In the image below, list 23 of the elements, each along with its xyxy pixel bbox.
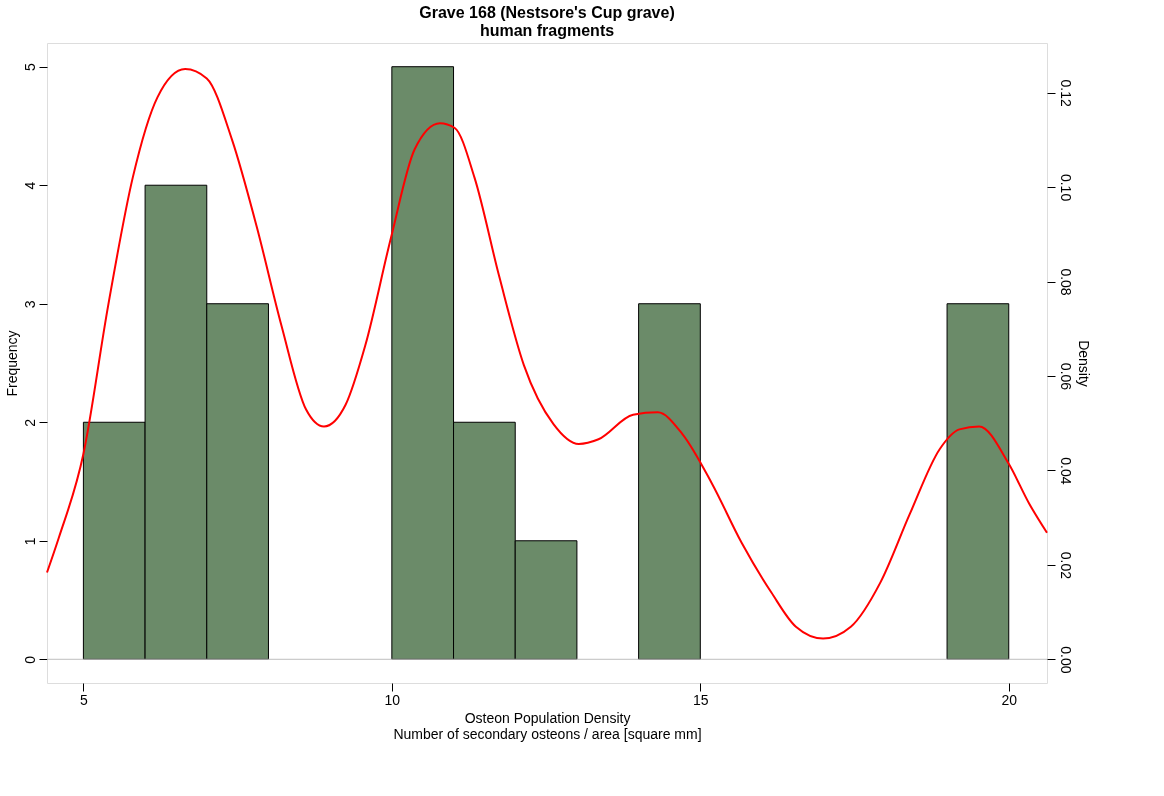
y2-tick-label: 0.06 — [1057, 362, 1074, 391]
y-tick-label: 1 — [21, 537, 38, 546]
y-tick-label: 4 — [21, 181, 38, 190]
y2-axis-title: Density — [1075, 340, 1092, 387]
line-series — [46, 67, 1048, 640]
y2-tick-label: 0.08 — [1057, 268, 1074, 296]
y2-tick-label: 0.10 — [1057, 173, 1074, 202]
y2-tick-label: 0.04 — [1057, 457, 1074, 485]
x-tick-label: 20 — [1001, 691, 1018, 708]
y-tick-label: 3 — [21, 300, 38, 309]
y2-tick-label: 0.00 — [1057, 646, 1074, 674]
y2-tick-label: 0.02 — [1057, 551, 1074, 580]
y2-tick-label: 0.12 — [1057, 79, 1074, 107]
x-tick-label: 15 — [693, 691, 709, 708]
x-tick-label: 5 — [80, 691, 88, 708]
chart-title: Grave 168 (Nestsore's Cup grave) — [419, 4, 675, 21]
y-tick-label: 0 — [21, 655, 38, 664]
y-axis-title: Frequency — [3, 330, 20, 397]
x-tick-label: 10 — [384, 691, 401, 708]
y-tick-label: 5 — [21, 63, 38, 72]
x-axis-title: Osteon Population Density Number of secondary osteons / area [square mm] — [393, 709, 702, 742]
y-tick-label: 2 — [21, 418, 38, 427]
chart-subtitle: human fragments — [479, 22, 615, 39]
